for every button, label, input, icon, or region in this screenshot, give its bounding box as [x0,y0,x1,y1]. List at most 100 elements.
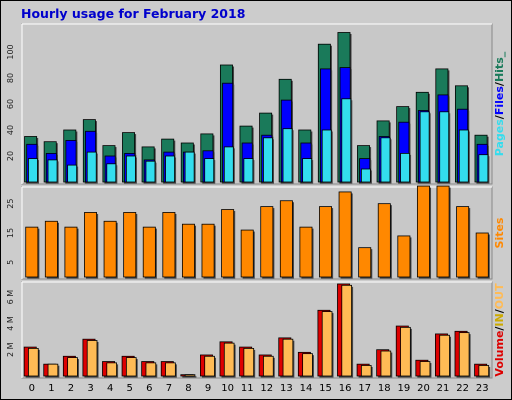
bar-volume-out-16-body [341,284,352,377]
panel-pages_files_hits: 20 40 60 80 100 [6,23,493,185]
chart-title: Hourly usage for February 2018 [21,6,245,21]
bar-pages-8 [184,151,196,184]
side-label-volume-part: / [493,326,506,331]
x-axis: 0 1 2 3 4 5 6 7 8 9 10 11 12 13 14 15 16 17 18 19 20 21 22 23 [29,383,489,394]
bar-sites-12 [260,206,275,279]
bar-pages-4-body [106,163,117,183]
bar-sites-2-body [64,226,78,278]
x-tick-label: 23 [476,383,489,394]
side-label-pages-files-hits-part: Files [493,86,506,116]
bar-volume-out-6-body [145,362,157,377]
bar-volume-out-3-body [86,340,98,377]
bar-volume-out-22 [458,332,471,378]
bar-sites-6 [142,226,157,279]
bar-pages-6 [145,160,157,184]
y-tick-label: 20 [6,151,15,161]
bar-pages-19-body [400,152,410,183]
bar-pages-4 [106,163,118,184]
bar-pages-14-body [302,158,313,183]
series-sites [25,185,490,279]
bar-pages-17 [360,168,372,184]
bar-sites-23-body [475,232,489,278]
side-label-pages-files-hits-part: _ [493,51,506,57]
series-out [28,284,491,378]
plot-area [21,281,493,379]
bar-sites-18-body [377,203,391,278]
y-tick-label: 25 [6,199,15,209]
bar-sites-19-body [397,235,411,278]
bar-pages-9-body [204,158,215,183]
bar-volume-out-18-body [380,350,392,377]
side-label-sites-part: Sites [493,217,506,248]
bar-volume-out-1-body [47,363,59,377]
bar-sites-11-body [240,229,254,278]
bar-volume-out-13 [282,338,295,378]
x-tick-label: 7 [166,383,172,394]
bar-volume-out-2 [67,357,79,378]
x-tick-label: 3 [87,383,93,394]
bar-volume-out-9-body [204,355,215,377]
side-label-pages-files-hits: Pages/Files/Hits_ [493,51,506,156]
bar-volume-out-17 [360,365,373,378]
bar-pages-13-body [282,128,293,183]
bar-sites-13 [279,200,294,279]
side-label-volume-part: IN [493,313,506,326]
bar-volume-out-10-body [223,342,235,377]
x-tick-label: 0 [29,383,35,394]
side-label-volume-part: OUT [493,283,506,309]
bar-sites-18 [377,203,392,279]
x-tick-label: 15 [319,383,332,394]
bar-pages-23 [478,154,490,184]
bar-sites-23 [475,232,490,279]
plot-area [21,23,493,185]
bar-pages-0-body [28,158,38,183]
bar-volume-out-7-body [165,362,176,377]
panel-sites: 5 15 25 [6,185,493,280]
bar-sites-15 [319,206,334,279]
bar-volume-out-10 [223,342,236,378]
x-tick-label: 4 [107,383,113,394]
bar-sites-0-body [25,226,39,278]
bar-volume-out-15 [321,311,334,378]
bar-volume-out-12-body [263,355,274,377]
x-tick-label: 10 [221,383,234,394]
plot-area [21,186,493,280]
bar-pages-2-body [67,164,78,183]
bar-pages-22 [458,129,470,184]
bar-sites-9 [201,223,216,279]
x-tick-label: 21 [437,383,450,394]
bar-sites-8 [181,223,197,279]
bar-pages-3 [86,151,98,184]
bar-volume-out-16 [341,284,354,378]
y-tick-label: 6 M [6,290,15,305]
bar-sites-7-body [162,212,176,278]
bar-sites-5 [123,212,138,279]
bar-volume-out-11-body [243,347,255,377]
bar-pages-15-body [321,129,332,183]
bar-volume-out-17-body [360,365,372,377]
bar-volume-out-19 [400,326,412,378]
bar-pages-1 [47,159,59,184]
bar-volume-out-23 [478,365,491,378]
bar-sites-1 [44,220,59,279]
side-label-volume-part: / [493,308,506,313]
bar-pages-16 [341,98,353,184]
x-tick-label: 5 [127,383,133,394]
bar-volume-out-19-body [400,326,411,377]
x-tick-label: 13 [280,383,293,394]
bar-sites-8-body [181,223,195,278]
bar-volume-out-1 [47,363,60,378]
bar-sites-1-body [44,220,58,278]
bar-pages-11-body [243,158,254,183]
bar-sites-11 [240,229,255,279]
bar-sites-10 [221,209,236,279]
panel-volume: 2 M 4 M 6 M [6,281,493,379]
bar-pages-12-body [263,137,273,183]
bar-volume-out-6 [145,362,158,378]
bar-sites-5-body [123,212,137,278]
x-tick-label: 16 [339,383,352,394]
bar-pages-23-body [478,154,489,183]
bar-pages-5-body [125,155,136,183]
y-tick-label: 60 [6,99,15,109]
